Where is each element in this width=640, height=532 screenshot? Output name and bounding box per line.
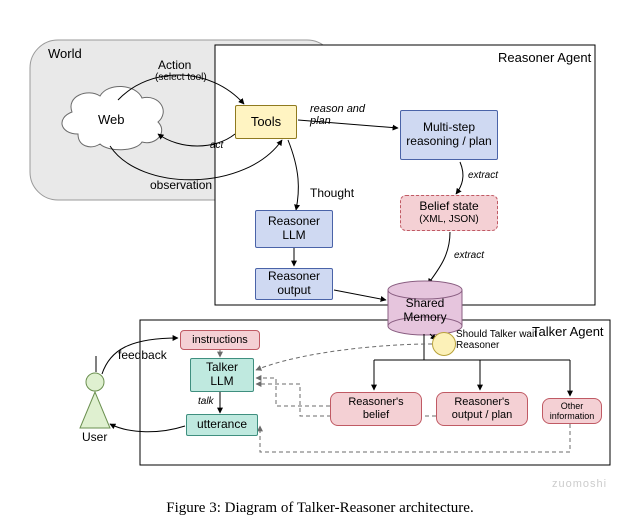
- user-label: User: [82, 430, 107, 444]
- node-utterance-label: utterance: [197, 418, 247, 432]
- diagram-svg: [0, 0, 640, 532]
- edge-label-act: act: [210, 140, 223, 151]
- node-tools-label: Tools: [251, 115, 281, 130]
- node-other-info: Other information: [542, 398, 602, 424]
- watermark: zuomoshi: [552, 478, 607, 490]
- node-r-belief: Reasoner's belief: [330, 392, 422, 426]
- node-should-wait: [432, 332, 456, 356]
- edge-label-thought: Thought: [310, 186, 354, 200]
- node-talker-llm-label: Talker LLM: [195, 361, 249, 389]
- node-belief-sub: (XML, JSON): [419, 214, 478, 226]
- diagram-stage: World Reasoner Agent Talker Agent Web To…: [0, 0, 640, 532]
- edge-label-action: Action: [158, 58, 191, 72]
- edge-belief-to-llm: [256, 378, 330, 406]
- edge-utterance-user: [110, 424, 185, 432]
- edge-extract1: [456, 162, 463, 194]
- node-utterance: utterance: [186, 414, 258, 436]
- edge-output-memory: [334, 290, 386, 300]
- node-tools: Tools: [235, 105, 297, 139]
- region-reasoner: [215, 45, 595, 305]
- region-world-title: World: [48, 46, 82, 61]
- node-web-label: Web: [98, 112, 125, 127]
- node-should-wait-label: Should Talker wait Reasoner: [456, 330, 546, 351]
- node-reasoner-output: Reasoner output: [255, 268, 333, 300]
- node-instructions: instructions: [180, 330, 260, 350]
- node-multistep-label: Multi-step reasoning / plan: [405, 121, 493, 149]
- node-belief: Belief state (XML, JSON): [400, 195, 498, 231]
- figure-caption: Figure 3: Diagram of Talker-Reasoner arc…: [0, 500, 640, 517]
- node-r-belief-label: Reasoner's belief: [335, 396, 417, 421]
- edge-label-action-sub: (select tool): [155, 72, 207, 83]
- node-memory-label: Shared Memory: [394, 296, 456, 324]
- edge-observation: [110, 140, 282, 180]
- node-belief-label: Belief state: [419, 200, 478, 214]
- node-multistep: Multi-step reasoning / plan: [400, 110, 498, 160]
- edge-thought: [288, 140, 298, 210]
- node-r-output: Reasoner's output / plan: [436, 392, 528, 426]
- edge-label-extract1: extract: [468, 170, 498, 181]
- edge-label-talk: talk: [198, 396, 214, 407]
- node-other-info-label: Other information: [547, 401, 597, 422]
- edge-extract2: [428, 232, 450, 284]
- node-reasoner-llm: Reasoner LLM: [255, 210, 333, 248]
- edge-label-reason-plan: reason and plan: [310, 104, 370, 127]
- edge-label-observation: observation: [150, 178, 212, 192]
- node-reasoner-output-label: Reasoner output: [260, 270, 328, 298]
- edge-other-to-utterance: [260, 424, 570, 452]
- edge-act: [158, 134, 235, 146]
- edge-label-feedback: feedback: [118, 348, 167, 362]
- region-reasoner-title: Reasoner Agent: [498, 50, 591, 65]
- node-reasoner-llm-label: Reasoner LLM: [260, 215, 328, 243]
- node-instructions-label: instructions: [192, 334, 248, 347]
- user-figure: [80, 373, 110, 428]
- node-r-output-label: Reasoner's output / plan: [441, 396, 523, 421]
- edge-wait-to-llm: [256, 344, 432, 370]
- node-talker-llm: Talker LLM: [190, 358, 254, 392]
- edge-label-extract2: extract: [454, 250, 484, 261]
